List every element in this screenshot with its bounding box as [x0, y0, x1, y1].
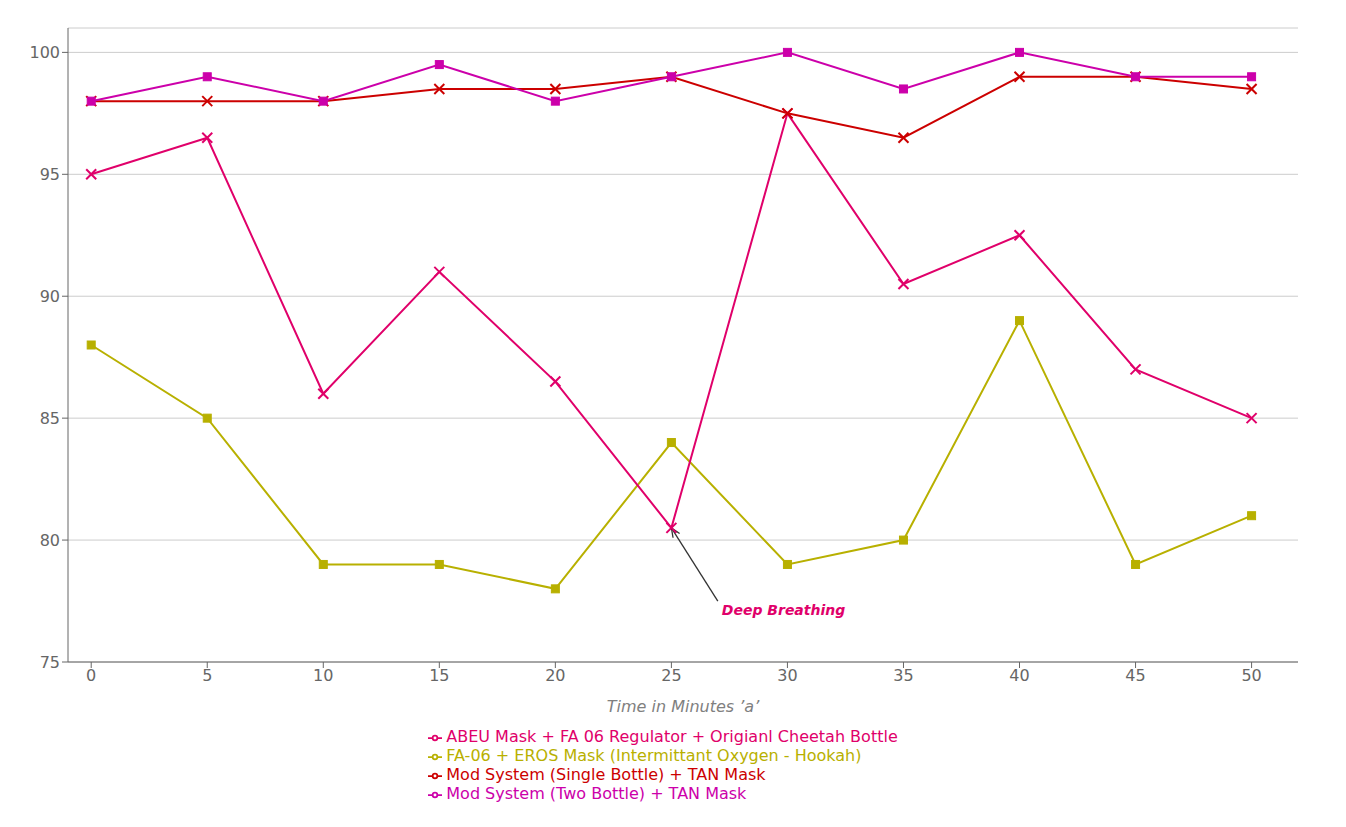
svg-text:15: 15	[429, 666, 449, 685]
svg-text:95: 95	[40, 165, 60, 184]
svg-text:Deep Breathing: Deep Breathing	[722, 602, 845, 618]
svg-text:75: 75	[40, 653, 60, 672]
svg-text:0: 0	[86, 666, 96, 685]
html-text:FA-06 + EROS Mask (Intermittan: FA-06 + EROS Mask (Intermittant Oxygen -…	[446, 746, 862, 765]
html-text:Mod System (Two Bottle) + TAN: Mod System (Two Bottle) + TAN Mask	[446, 784, 747, 803]
svg-text:30: 30	[777, 666, 797, 685]
svg-text:45: 45	[1125, 666, 1145, 685]
svg-text:50: 50	[1241, 666, 1261, 685]
svg-text:90: 90	[40, 287, 60, 306]
svg-text:85: 85	[40, 409, 60, 428]
svg-text:20: 20	[545, 666, 565, 685]
svg-text:5: 5	[202, 666, 212, 685]
svg-text:Time in Minutes ’a’: Time in Minutes ’a’	[607, 697, 760, 716]
svg-text:40: 40	[1009, 666, 1029, 685]
html-text:Mod System (Single Bottle) + T: Mod System (Single Bottle) + TAN Mask	[446, 765, 766, 784]
svg-text:10: 10	[313, 666, 333, 685]
svg-text:80: 80	[40, 531, 60, 550]
svg-text:100: 100	[29, 43, 60, 62]
html-text:ABEU Mask + FA 06 Regulator +: ABEU Mask + FA 06 Regulator + Origianl C…	[446, 727, 898, 746]
svg-text:35: 35	[893, 666, 913, 685]
svg-text:25: 25	[661, 666, 681, 685]
